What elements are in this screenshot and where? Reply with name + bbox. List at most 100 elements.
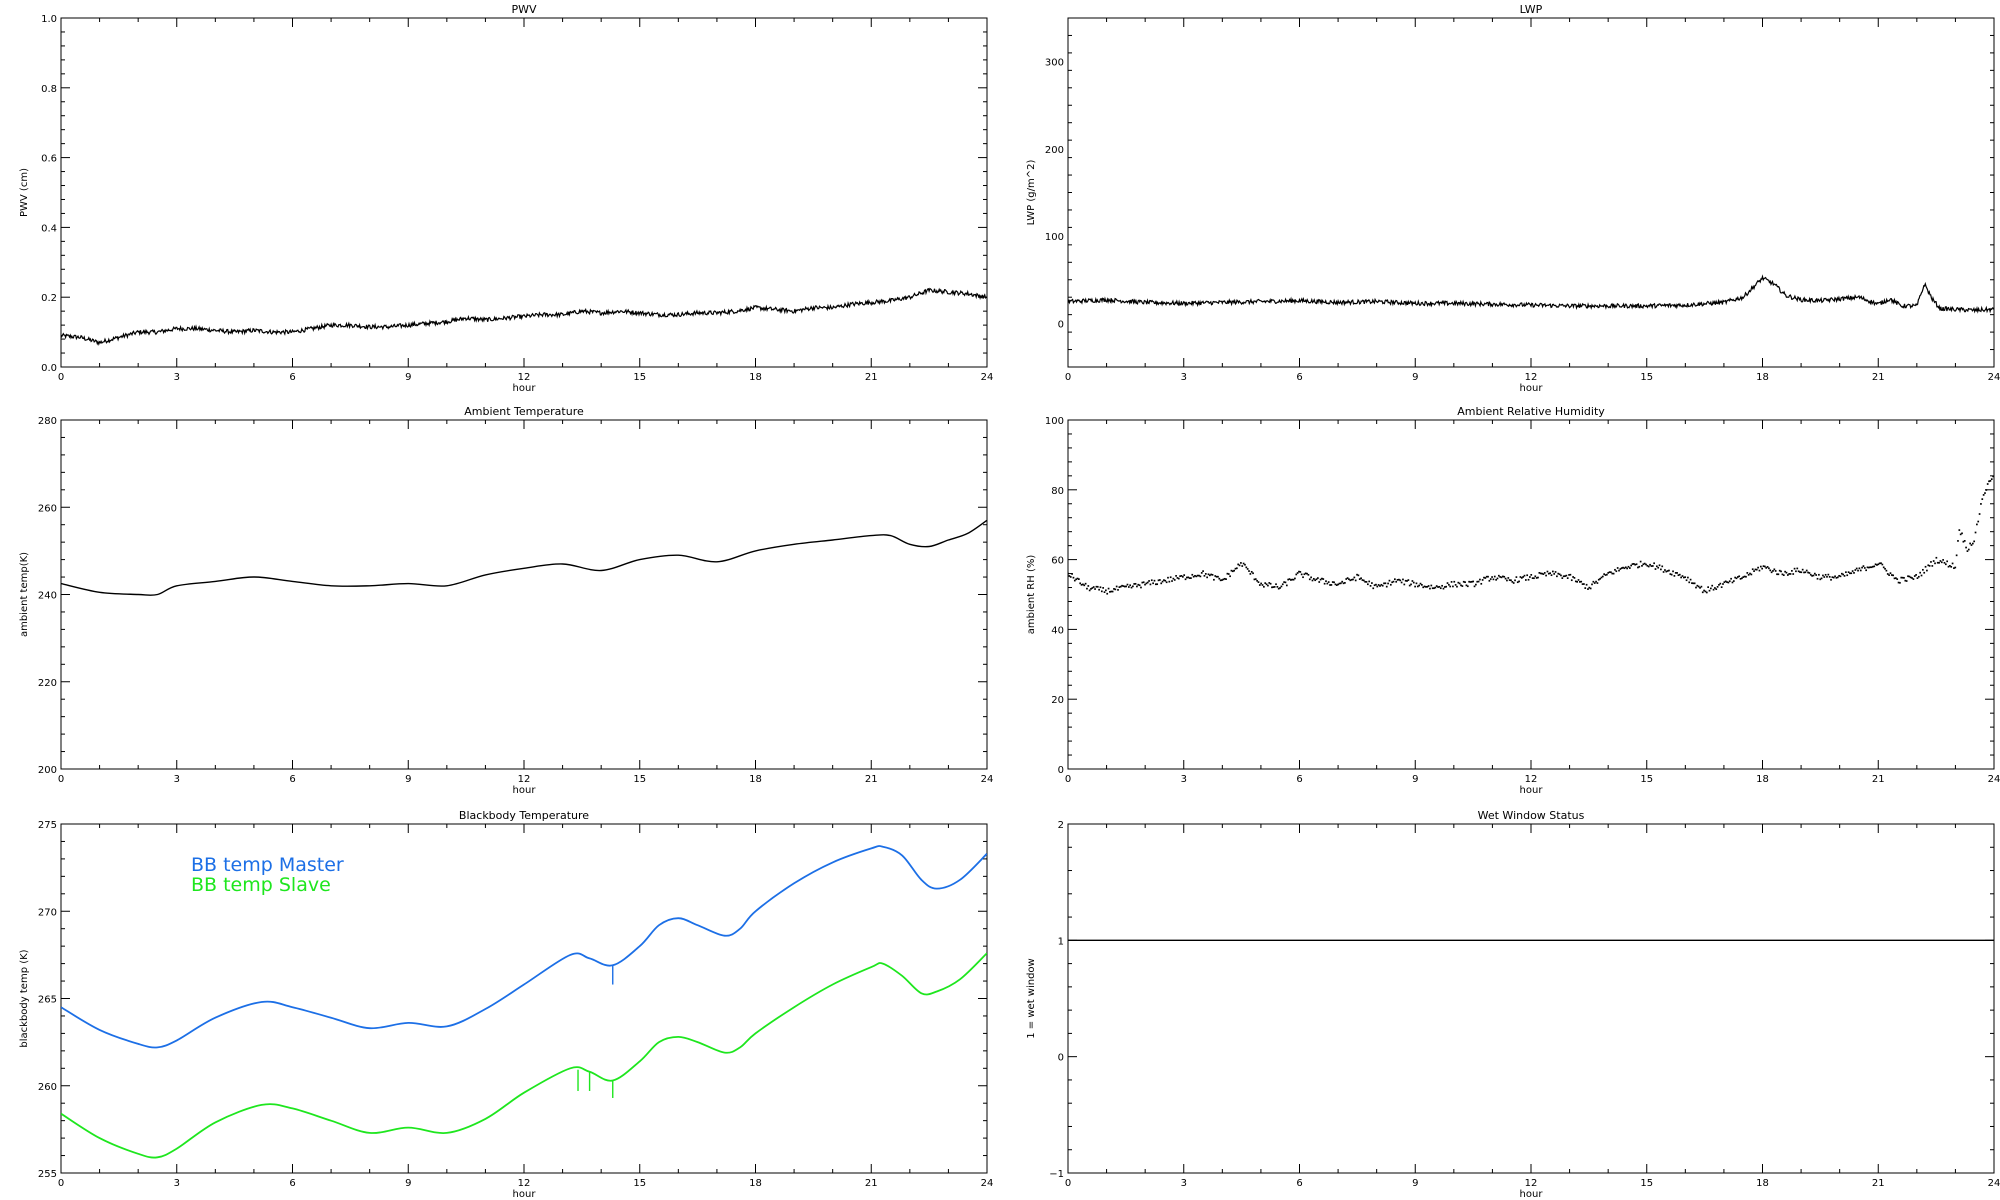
x-tick-label: 0 [1065,372,1071,383]
data-point [1919,571,1922,574]
data-point [1150,579,1153,582]
data-point [1358,578,1361,580]
data-point [1556,575,1558,578]
legend-entry: BB temp Master [191,854,344,876]
data-point [1102,587,1105,589]
data-point [1148,580,1150,582]
data-point [1876,564,1878,566]
y-tick-label: 275 [38,820,57,831]
data-point [1103,591,1106,593]
data-point [1565,574,1568,577]
data-point [1100,590,1103,593]
chart-title: PWV [511,3,537,16]
data-line [1068,274,1994,314]
data-point [1646,564,1649,567]
data-point [1306,572,1308,575]
bb-temp-slave-line [61,952,987,1159]
data-point [1353,576,1356,579]
data-point [1637,566,1639,569]
data-point [1202,570,1204,572]
data-point [1589,587,1592,590]
data-point [1519,576,1522,578]
data-point [1288,578,1291,580]
data-point [1156,583,1159,586]
data-point [1186,576,1188,579]
data-point [1627,565,1630,568]
data-point [1489,578,1492,580]
x-tick-label: 24 [981,372,994,383]
data-point [1604,574,1607,576]
data-point [1204,573,1207,575]
data-point [1465,584,1468,587]
data-point [1127,586,1130,588]
data-point [1727,581,1730,584]
data-point [1634,563,1637,566]
legend-entry: BB temp Slave [191,874,331,896]
data-point [1194,574,1196,577]
data-point [1454,584,1457,586]
data-point [1507,577,1510,579]
data-point [1986,483,1989,485]
data-point [1402,578,1404,581]
data-point [1325,580,1327,583]
x-tick-label: 9 [405,372,411,383]
bb-temp-master-line [61,845,987,1049]
data-point [1638,565,1641,568]
data-point [1915,574,1917,576]
data-point [1669,573,1672,575]
x-tick-label: 3 [1181,774,1187,785]
x-tick-label: 21 [865,1178,878,1189]
y-tick-label: 100 [1045,232,1064,243]
data-point [1173,579,1176,581]
x-tick-label: 15 [633,372,646,383]
data-point [1611,572,1614,575]
data-point [1357,574,1360,577]
chart-title: Wet Window Status [1478,809,1585,822]
data-point [1466,585,1469,588]
data-point [1188,577,1191,579]
chart-title: Ambient Relative Humidity [1457,405,1605,418]
data-point [1861,566,1863,569]
data-point [1747,573,1750,576]
data-point [1423,585,1426,588]
data-point [1369,585,1372,587]
y-tick-label: 260 [38,503,57,514]
data-point [1171,580,1173,582]
data-point [1943,561,1946,564]
data-point [1404,579,1407,582]
x-tick-label: 0 [1065,774,1071,785]
data-point [1682,576,1685,579]
data-point [1947,565,1950,568]
data-point [1758,569,1761,572]
data-point [1855,567,1858,570]
data-point [1782,574,1785,577]
data-point [1755,568,1758,571]
data-point [1111,590,1114,593]
data-point [1807,571,1809,574]
y-tick-label: 2 [1058,820,1064,831]
data-point [1210,573,1213,576]
data-point [1502,575,1504,578]
data-point [1653,562,1655,565]
chart-panel-ambient-relative-humidity: Ambient Relative Humidity 0 3 6 9 12 15 18 21 24 h… [1026,405,2000,796]
data-point [1828,576,1831,578]
data-point [1462,580,1465,583]
data-point [1321,577,1323,580]
x-tick-label: 18 [1756,372,1769,383]
data-point [1657,566,1660,569]
data-point [1596,582,1599,584]
data-point [1073,579,1076,582]
data-point [1446,582,1449,584]
data-point [1411,580,1414,582]
data-point [1539,572,1542,575]
data-point [1312,577,1315,580]
data-point [1372,587,1375,590]
data-point [1385,585,1388,588]
data-point [1399,579,1402,582]
data-point [1676,572,1678,574]
data-point [1939,560,1942,562]
data-point [1183,574,1186,576]
data-point [1655,565,1658,568]
data-point [1165,581,1168,584]
data-point [1630,564,1633,567]
